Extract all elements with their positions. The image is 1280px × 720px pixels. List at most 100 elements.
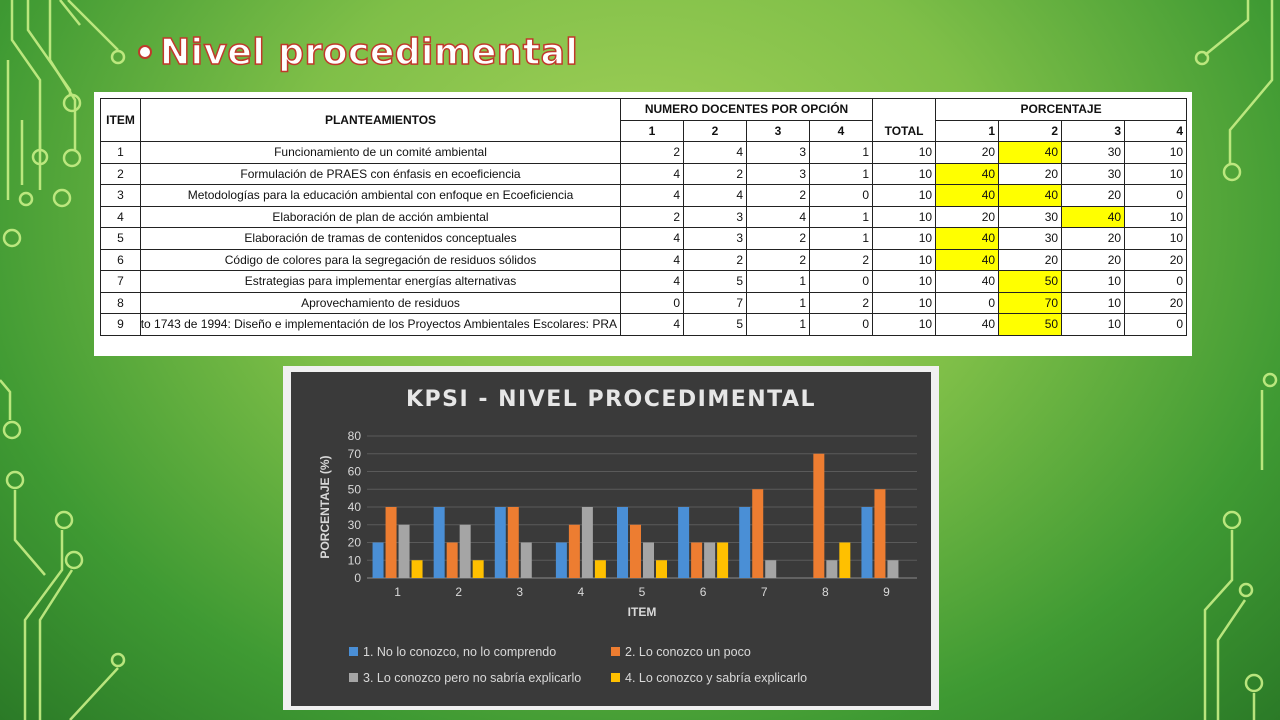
header-count-option: 3 bbox=[746, 119, 810, 142]
cell-planteamiento: Estrategias para implementar energías al… bbox=[140, 270, 621, 293]
cell-total: 10 bbox=[872, 184, 937, 207]
cell-count: 2 bbox=[683, 248, 747, 271]
header-count-option: 1 bbox=[620, 119, 684, 142]
cell-count: 0 bbox=[808, 313, 874, 336]
x-tick-label: 9 bbox=[883, 585, 890, 599]
slide-title-container: Nivel procedimental bbox=[138, 28, 579, 76]
cell-count: 2 bbox=[746, 248, 810, 271]
cell-total: 10 bbox=[872, 227, 937, 250]
cell-percentage: 70 bbox=[998, 291, 1063, 314]
cell-count: 0 bbox=[620, 291, 684, 314]
cell-percentage: 30 bbox=[1061, 162, 1126, 185]
cell-count: 4 bbox=[620, 227, 684, 250]
y-tick-label: 70 bbox=[348, 447, 362, 461]
bar bbox=[507, 507, 519, 578]
header-count-option: 2 bbox=[683, 119, 747, 142]
slide-title: Nivel procedimental bbox=[159, 31, 579, 74]
header-item: ITEM bbox=[100, 98, 141, 142]
cell-percentage: 50 bbox=[998, 270, 1063, 293]
legend-swatch bbox=[349, 673, 358, 682]
kpsi-table: ITEM PLANTEAMIENTOS NUMERO DOCENTES POR … bbox=[100, 98, 1188, 336]
cell-count: 2 bbox=[620, 205, 684, 228]
bar bbox=[617, 507, 628, 578]
x-tick-label: 5 bbox=[639, 585, 646, 599]
cell-percentage: 10 bbox=[1124, 162, 1188, 185]
legend-swatch bbox=[611, 647, 620, 656]
cell-percentage: 40 bbox=[1061, 205, 1126, 228]
cell-percentage: 40 bbox=[935, 162, 1000, 185]
table-row: 2 Formulación de PRAES con énfasis en eco… bbox=[100, 162, 1188, 185]
legend-label: 2. Lo conozco un poco bbox=[625, 645, 751, 659]
header-pct-option: 2 bbox=[998, 119, 1063, 142]
cell-percentage: 10 bbox=[1124, 205, 1188, 228]
cell-item: 9 bbox=[100, 313, 141, 336]
bar bbox=[446, 542, 458, 578]
cell-planteamiento: ecreto 1743 de 1994: Diseño e implementa… bbox=[140, 313, 621, 336]
cell-item: 1 bbox=[100, 141, 141, 164]
cell-total: 10 bbox=[872, 270, 937, 293]
legend-label: 3. Lo conozco pero no sabría explicarlo bbox=[363, 671, 581, 685]
cell-percentage: 40 bbox=[998, 184, 1063, 207]
header-porcentaje: PORCENTAJE bbox=[935, 98, 1188, 121]
cell-percentage: 20 bbox=[998, 248, 1063, 271]
cell-planteamiento: Código de colores para la segregación de… bbox=[140, 248, 621, 271]
cell-percentage: 40 bbox=[935, 184, 1000, 207]
cell-percentage: 40 bbox=[935, 270, 1000, 293]
y-tick-label: 0 bbox=[354, 571, 361, 585]
cell-percentage: 0 bbox=[1124, 184, 1188, 207]
kpsi-table-panel: ITEM PLANTEAMIENTOS NUMERO DOCENTES POR … bbox=[94, 92, 1192, 356]
cell-count: 3 bbox=[683, 205, 747, 228]
cell-item: 6 bbox=[100, 248, 141, 271]
y-tick-label: 40 bbox=[348, 500, 362, 514]
table-row: 6 Código de colores para la segregación d… bbox=[100, 248, 1188, 271]
cell-percentage: 40 bbox=[935, 248, 1000, 271]
cell-count: 1 bbox=[808, 162, 874, 185]
x-tick-label: 8 bbox=[822, 585, 829, 599]
bar bbox=[594, 560, 606, 578]
cell-percentage: 10 bbox=[1124, 141, 1188, 164]
cell-percentage: 30 bbox=[1061, 141, 1126, 164]
bar bbox=[813, 453, 825, 578]
bar bbox=[861, 507, 873, 578]
bar bbox=[643, 542, 654, 578]
bar bbox=[839, 542, 851, 578]
cell-percentage: 20 bbox=[998, 162, 1063, 185]
cell-percentage: 10 bbox=[1061, 270, 1126, 293]
bar bbox=[555, 542, 567, 578]
cell-percentage: 0 bbox=[1124, 313, 1188, 336]
bullet-icon bbox=[138, 45, 152, 59]
table-row: 7 Estrategias para implementar energías a… bbox=[100, 270, 1188, 293]
cell-percentage: 20 bbox=[1124, 291, 1188, 314]
bar bbox=[472, 560, 484, 578]
bar bbox=[398, 524, 410, 578]
bar bbox=[752, 489, 764, 578]
cell-item: 2 bbox=[100, 162, 141, 185]
y-tick-label: 30 bbox=[348, 518, 362, 532]
y-tick-label: 10 bbox=[348, 553, 362, 567]
x-tick-label: 1 bbox=[394, 585, 401, 599]
header-total: TOTAL bbox=[872, 98, 937, 142]
cell-count: 5 bbox=[683, 270, 747, 293]
cell-count: 4 bbox=[746, 205, 810, 228]
bar bbox=[765, 560, 777, 578]
cell-item: 8 bbox=[100, 291, 141, 314]
cell-count: 2 bbox=[808, 291, 874, 314]
kpsi-bar-chart: KPSI - NIVEL PROCEDIMENTAL 0 10 20 30 40 50 60 7… bbox=[291, 372, 931, 706]
chart-panel: KPSI - NIVEL PROCEDIMENTAL 0 10 20 30 40 50 60 7… bbox=[283, 366, 939, 710]
table-row: 9 ecreto 1743 de 1994: Diseño e implement… bbox=[100, 313, 1188, 336]
cell-percentage: 20 bbox=[1061, 184, 1126, 207]
cell-count: 1 bbox=[746, 291, 810, 314]
cell-count: 1 bbox=[808, 141, 874, 164]
cell-item: 7 bbox=[100, 270, 141, 293]
cell-percentage: 50 bbox=[998, 313, 1063, 336]
bar bbox=[874, 489, 886, 578]
table-body: 1 Funcionamiento de un comité ambiental 2 4… bbox=[100, 141, 1188, 336]
cell-percentage: 30 bbox=[998, 227, 1063, 250]
cell-planteamiento: Funcionamiento de un comité ambiental bbox=[140, 141, 621, 164]
cell-percentage: 10 bbox=[1061, 291, 1126, 314]
header-numero-docentes: NUMERO DOCENTES POR OPCIÓN bbox=[619, 98, 874, 121]
bar bbox=[520, 542, 532, 578]
cell-percentage: 40 bbox=[935, 227, 1000, 250]
y-tick-label: 50 bbox=[348, 482, 362, 496]
cell-percentage: 20 bbox=[935, 205, 1000, 228]
